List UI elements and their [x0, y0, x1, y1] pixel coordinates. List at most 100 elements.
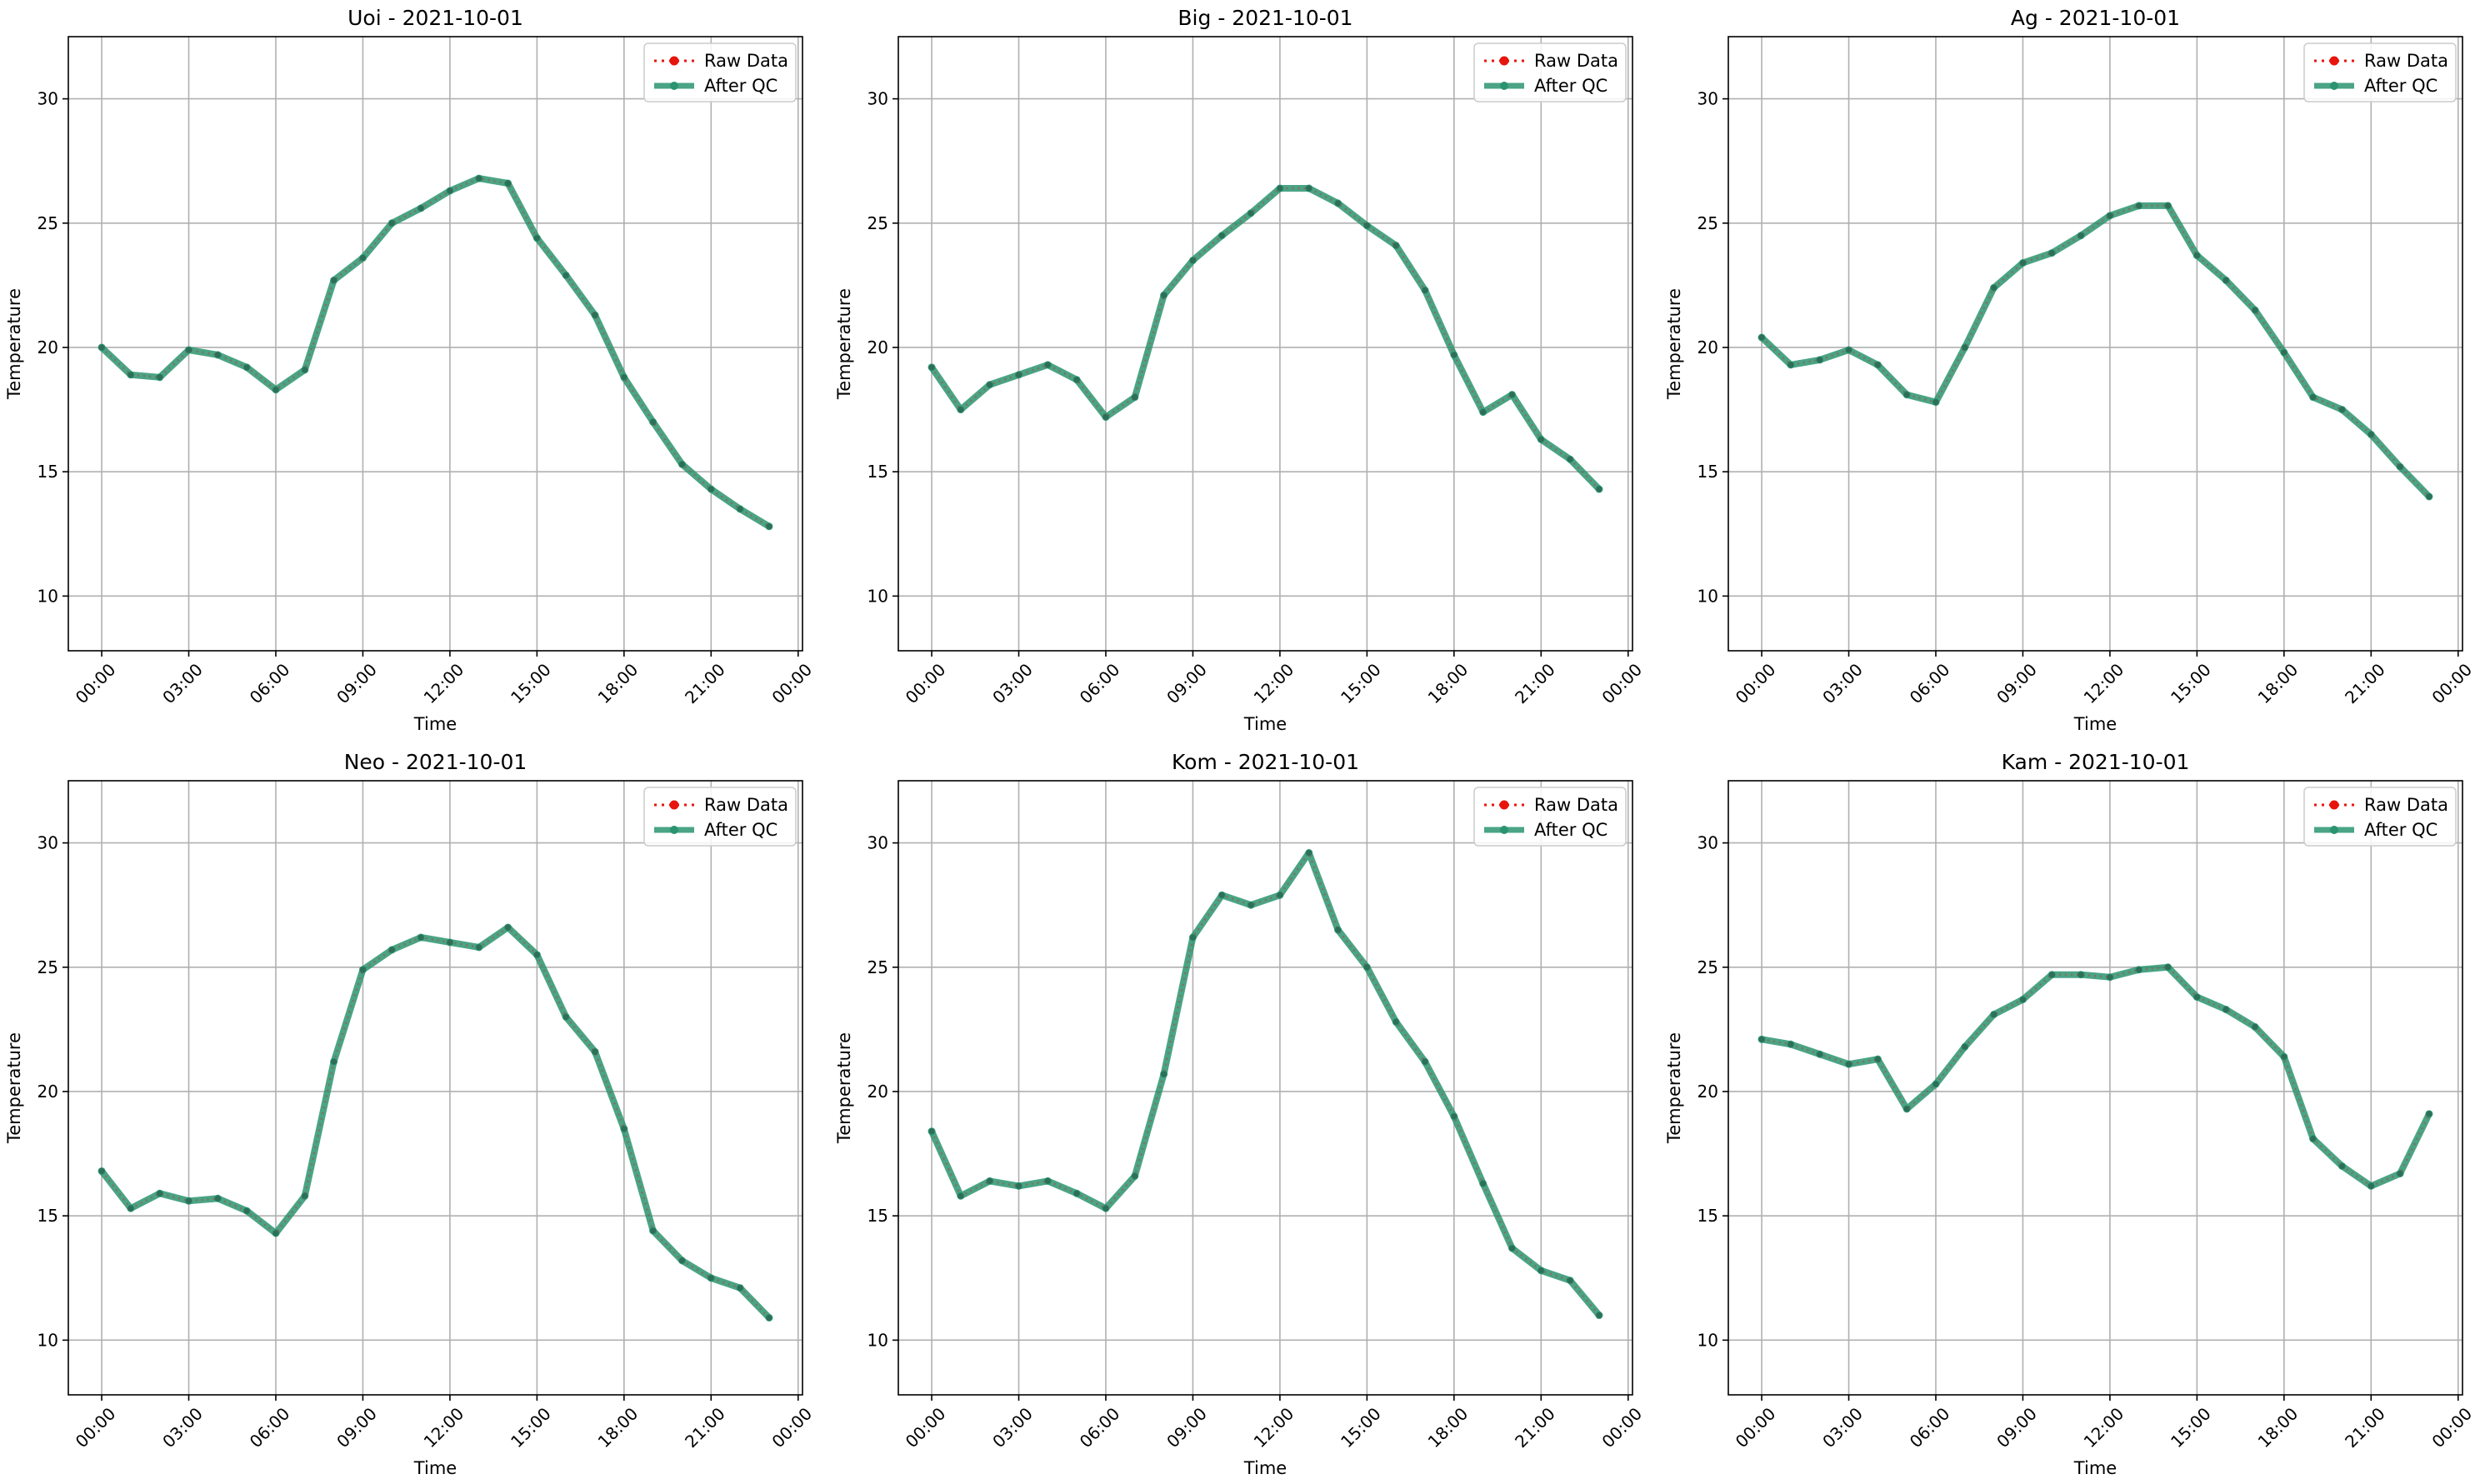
raw-data-point: [1567, 1277, 1573, 1284]
raw-data-point: [1073, 377, 1080, 383]
x-tick-label: 00:00: [1732, 659, 1780, 707]
y-axis-label: Temperature: [4, 288, 24, 400]
axes-frame: [1728, 780, 2463, 1396]
raw-data-point: [1817, 1051, 1823, 1057]
legend-qc-marker: [670, 82, 678, 90]
raw-data-point: [1451, 1113, 1458, 1120]
raw-data-point: [157, 374, 163, 381]
x-tick-label: 21:00: [1511, 659, 1559, 707]
y-tick-label: 25: [38, 213, 58, 233]
raw-data-point: [2426, 493, 2432, 500]
raw-data-point: [476, 944, 482, 951]
raw-data-point: [1335, 927, 1342, 933]
legend: Raw Data After QC: [643, 42, 797, 102]
x-tick-label: 06:00: [246, 659, 294, 707]
raw-data-point: [1788, 362, 1794, 368]
raw-data-point: [1363, 222, 1370, 229]
subplot-title: Neo - 2021-10-01: [344, 750, 528, 774]
y-tick-label: 25: [1698, 213, 1718, 233]
raw-data-point: [2426, 1111, 2432, 1117]
raw-data-point: [1016, 372, 1022, 378]
legend-raw-marker: [669, 800, 679, 810]
raw-data-point: [2048, 250, 2055, 257]
series-after-qc-line: [928, 185, 1602, 493]
raw-data-point: [1817, 357, 1823, 363]
x-tick-label: 21:00: [2341, 1403, 2389, 1452]
y-tick-label: 20: [868, 337, 888, 357]
y-tick-label: 25: [1698, 957, 1718, 977]
raw-data-point: [1874, 1056, 1881, 1062]
x-tick-label: 00:00: [902, 1403, 950, 1452]
raw-data-point: [2165, 202, 2172, 209]
y-axis-label: Temperature: [834, 1032, 854, 1144]
raw-data-point: [1538, 1267, 1544, 1274]
raw-data-point: [2281, 1053, 2288, 1060]
raw-data-point: [1218, 232, 1225, 239]
legend-qc-label: After QC: [2364, 820, 2438, 840]
x-tick-label: 12:00: [2080, 1403, 2128, 1452]
series-raw-data-line: [101, 926, 770, 1319]
raw-data-point: [2368, 431, 2374, 437]
x-axis-label: Time: [413, 714, 457, 734]
raw-data-point: [1248, 210, 1254, 217]
subplot-0: 10 15 20 25 30 00:00 03:00 06:00 09:00 12:00 15:00…: [4, 6, 816, 734]
y-tick-label: 30: [868, 89, 888, 109]
raw-data-point: [1758, 334, 1765, 341]
y-axis-label: Temperature: [4, 1032, 24, 1144]
raw-data-point: [1903, 392, 1910, 398]
raw-data-point: [1102, 414, 1109, 421]
raw-data-point: [650, 418, 657, 425]
x-tick-label: 21:00: [1511, 1403, 1559, 1452]
legend: Raw Data After QC: [1473, 42, 1627, 102]
raw-data-point: [505, 180, 512, 187]
raw-data-point: [1962, 344, 1968, 351]
legend-qc-marker: [2330, 826, 2338, 834]
x-tick-label: 18:00: [2254, 659, 2302, 707]
raw-data-point: [1073, 1190, 1080, 1197]
legend-raw-label: Raw Data: [1534, 795, 1618, 815]
y-tick-label: 10: [38, 1330, 58, 1350]
raw-data-point: [737, 506, 743, 512]
raw-data-point: [418, 205, 424, 212]
legend: Raw Data After QC: [2303, 787, 2457, 847]
subplot-title: Ag - 2021-10-01: [2011, 6, 2180, 30]
y-tick-label: 20: [1698, 337, 1718, 357]
x-tick-label: 00:00: [72, 1403, 120, 1452]
raw-data-point: [2252, 307, 2258, 313]
x-tick-label: 00:00: [768, 659, 816, 707]
raw-data-point: [678, 461, 685, 467]
y-tick-label: 10: [868, 586, 888, 606]
raw-data-point: [533, 952, 540, 958]
y-axis-label: Temperature: [1664, 1032, 1684, 1144]
series-after-qc-line: [1758, 202, 2432, 500]
subplot-3: 10 15 20 25 30 00:00 03:00 06:00 09:00 12:00 15:00…: [4, 750, 816, 1478]
x-tick-label: 00:00: [1732, 1403, 1780, 1452]
x-tick-label: 09:00: [332, 659, 381, 707]
raw-data-point: [359, 255, 366, 262]
legend-qc-marker: [1500, 82, 1508, 90]
raw-data-point: [1422, 287, 1428, 293]
raw-data-point: [359, 967, 366, 973]
raw-data-point: [1392, 242, 1399, 249]
x-tick-label: 09:00: [1162, 659, 1211, 707]
raw-data-point: [928, 1128, 935, 1135]
x-tick-label: 09:00: [332, 1403, 381, 1452]
y-tick-label: 25: [868, 957, 888, 977]
raw-data-point: [2136, 967, 2142, 973]
x-tick-label: 21:00: [681, 1403, 729, 1452]
raw-data-point: [2136, 202, 2142, 209]
raw-data-point: [1044, 1177, 1051, 1184]
raw-data-point: [302, 367, 308, 373]
raw-data-point: [331, 1058, 338, 1065]
raw-data-point: [2281, 349, 2288, 356]
raw-data-point: [958, 1192, 964, 1199]
legend-raw-label: Raw Data: [704, 795, 788, 815]
y-tick-label: 30: [38, 833, 58, 853]
x-tick-label: 03:00: [1818, 659, 1867, 707]
legend-raw-label: Raw Data: [2364, 795, 2448, 815]
x-tick-label: 03:00: [158, 659, 207, 707]
x-tick-label: 00:00: [1598, 659, 1646, 707]
raw-data-point: [1567, 456, 1573, 462]
legend-qc-marker: [2330, 82, 2338, 90]
raw-data-point: [388, 220, 395, 227]
